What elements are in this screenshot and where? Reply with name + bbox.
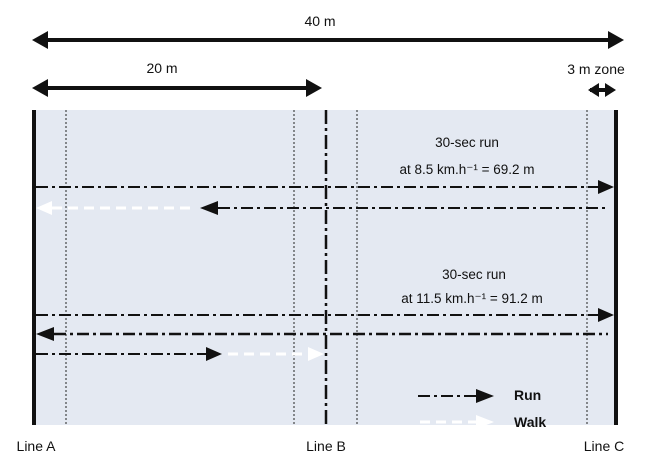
dimension-label-20m: 20 m [146,60,177,76]
run-2-arrowhead-out [598,308,614,322]
legend-run-arrowhead [476,389,494,403]
run-1-title: 30-sec run [435,135,499,150]
run-1-arrowhead-back [200,201,218,215]
legend-walk-label: Walk [514,414,546,430]
dimension-label-40m: 40 m [304,13,335,29]
walk-2-arrowhead-final [308,347,324,361]
run-2-arrowhead-final [206,347,222,361]
dimension-arrowhead-left-zone [588,83,599,97]
line-a-label: Line A [17,438,57,454]
line-b-label: Line B [306,438,346,454]
run-1-arrowhead-out [598,180,614,194]
legend-run-label: Run [514,387,541,403]
legend-walk-arrowhead [476,415,494,429]
dimension-arrowhead-right-zone [605,83,616,97]
dimension-label-zone: 3 m zone [567,61,625,77]
dimension-arrowhead-left-40m [32,31,48,49]
dimension-arrowhead-left-20m [32,79,48,97]
dimension-arrowhead-right-20m [306,79,322,97]
dimension-arrowhead-right-40m [608,31,624,49]
run-1-detail: at 8.5 km.h⁻¹ = 69.2 m [399,162,534,177]
line-c-label: Line C [584,438,624,454]
walk-1-arrowhead-back [36,201,52,215]
run-2-title: 30-sec run [442,267,506,282]
run-2-detail: at 11.5 km.h⁻¹ = 91.2 m [401,291,543,306]
run-2-arrowhead-back [36,327,54,341]
